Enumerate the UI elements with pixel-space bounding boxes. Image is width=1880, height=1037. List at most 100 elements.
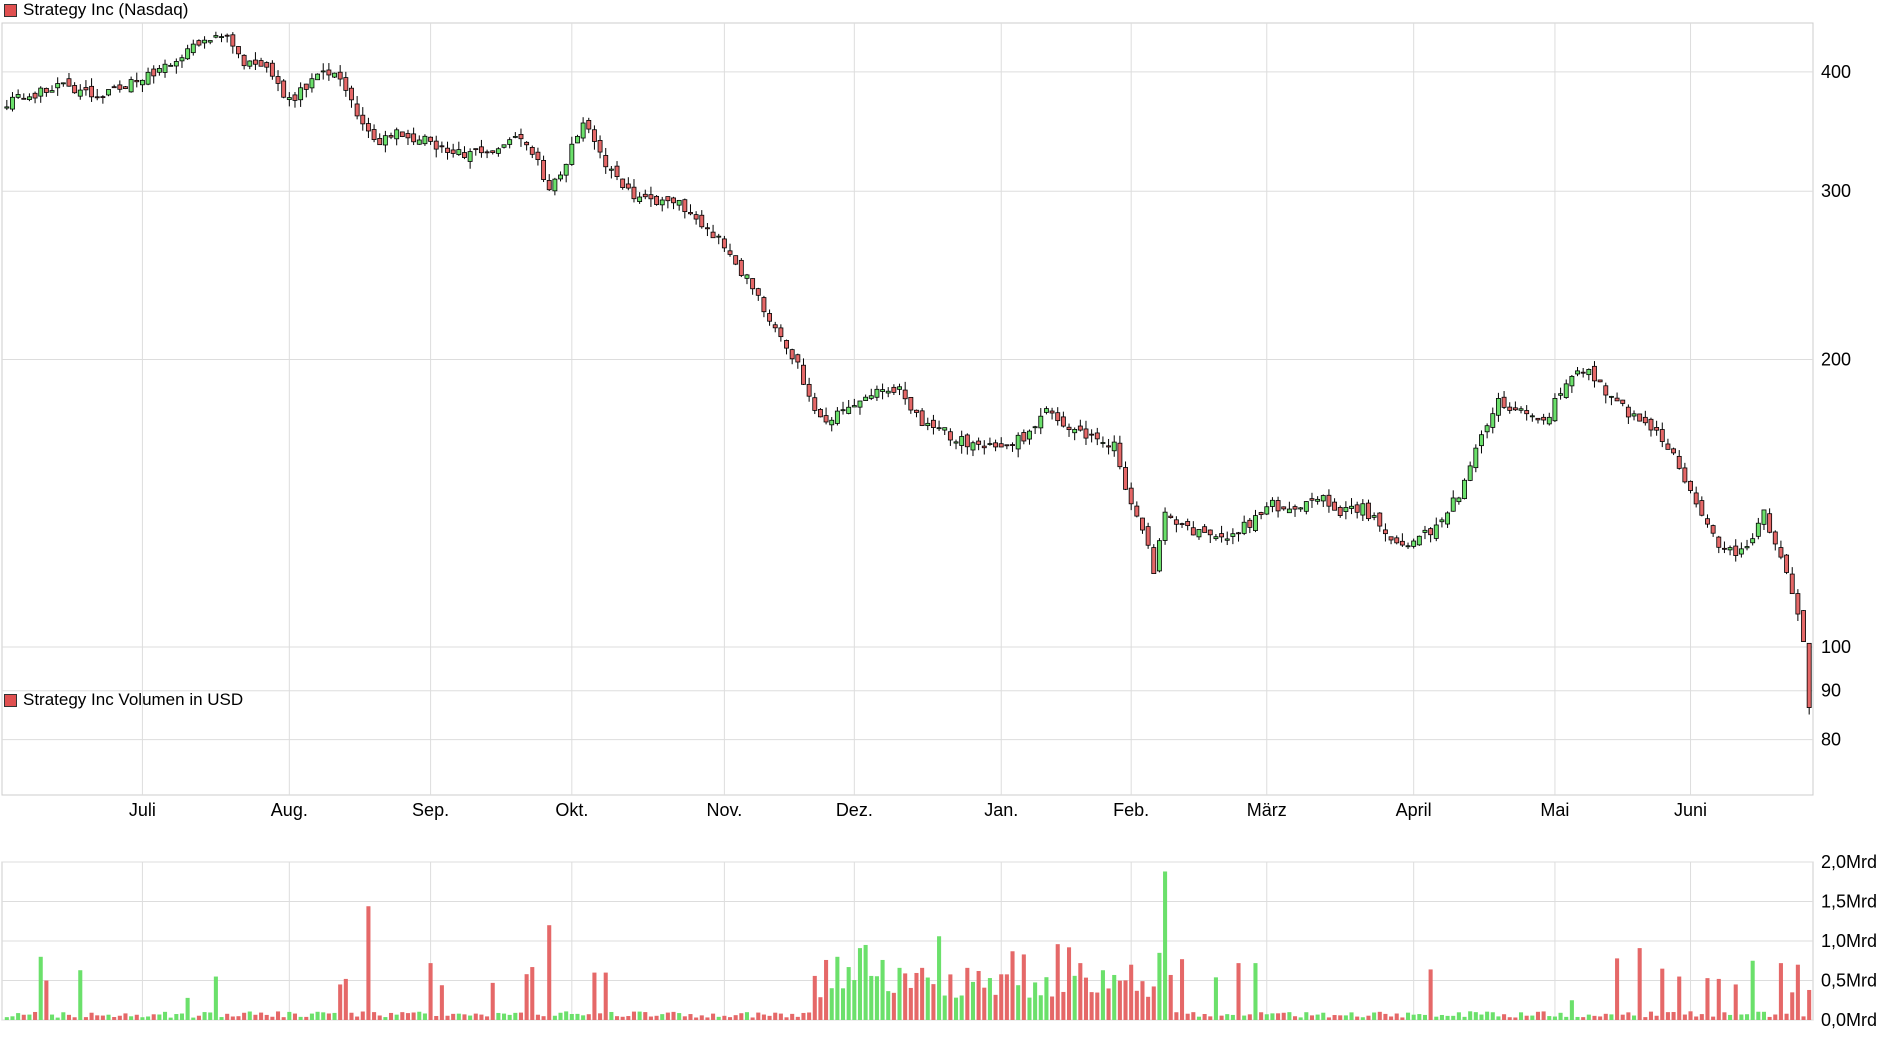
candle-body xyxy=(1529,415,1535,418)
month-tick-label: Okt. xyxy=(555,800,588,820)
volume-bar xyxy=(1445,1015,1450,1020)
candle-body xyxy=(1213,536,1219,540)
candle-body xyxy=(241,54,247,67)
candle-body xyxy=(1479,434,1484,447)
volume-bar xyxy=(112,1017,117,1020)
volume-bar xyxy=(1699,1014,1704,1020)
volume-bar xyxy=(1100,970,1105,1020)
volume-bar xyxy=(219,1017,224,1020)
volume-bar xyxy=(824,959,829,1020)
candle-body xyxy=(371,129,377,141)
volume-bar xyxy=(524,974,529,1020)
candle-body xyxy=(298,87,304,101)
candle-body xyxy=(60,82,66,85)
candle-body xyxy=(1281,506,1287,510)
candle-body xyxy=(1524,410,1530,415)
volume-bar xyxy=(852,980,857,1020)
candle-body xyxy=(1806,642,1812,708)
volume-bar xyxy=(95,1015,100,1020)
volume-bar xyxy=(360,1011,365,1020)
candle-body xyxy=(1207,529,1213,536)
candle-body xyxy=(1202,526,1208,533)
candle-body xyxy=(891,386,897,393)
candle-body xyxy=(281,80,287,98)
volume-bar xyxy=(1586,1014,1591,1020)
volume-bar xyxy=(1213,977,1218,1020)
volume-legend-swatch xyxy=(4,693,17,707)
candle-body xyxy=(117,84,123,90)
volume-bar xyxy=(479,1014,484,1020)
volume-bar xyxy=(688,1014,693,1020)
candle-body xyxy=(1721,547,1727,550)
candle-body xyxy=(1473,447,1479,469)
candle-body xyxy=(930,419,936,428)
candle-body xyxy=(89,85,95,98)
candle-body xyxy=(761,297,767,313)
candle-body xyxy=(648,194,654,200)
candle-body xyxy=(863,396,869,401)
candle-body xyxy=(518,133,524,140)
volume-bar xyxy=(1400,1017,1405,1020)
candle-body xyxy=(840,409,846,412)
volume-bar xyxy=(1315,1014,1320,1020)
volume-bars xyxy=(4,871,1812,1020)
candle-body xyxy=(1043,408,1049,413)
volume-bar xyxy=(1513,1017,1518,1020)
volume-tick-label: 0,0Mrd xyxy=(1821,1010,1877,1030)
volume-bar xyxy=(83,1017,88,1020)
candle-body xyxy=(1518,408,1524,411)
volume-tick-label: 0,5Mrd xyxy=(1821,971,1877,991)
volume-bar xyxy=(897,967,902,1020)
candle-body xyxy=(1716,536,1722,548)
volume-bar xyxy=(705,1017,710,1020)
candle-body xyxy=(405,133,411,139)
candles xyxy=(4,31,1812,715)
volume-bar xyxy=(942,995,947,1020)
volume-bar xyxy=(230,1016,235,1020)
candle-body xyxy=(1586,369,1592,376)
candle-body xyxy=(1614,397,1620,402)
month-tick-label: Aug. xyxy=(271,800,308,820)
candle-body xyxy=(1123,467,1128,490)
candle-body xyxy=(1179,523,1185,525)
candle-body xyxy=(1253,515,1258,531)
volume-bar xyxy=(937,936,942,1020)
volume-bar xyxy=(1326,1017,1331,1020)
candle-body xyxy=(478,146,484,154)
volume-bar xyxy=(270,1016,275,1020)
volume-bar xyxy=(4,1017,9,1020)
volume-bar xyxy=(338,984,343,1020)
volume-bar xyxy=(1473,1012,1478,1020)
candle-body xyxy=(83,87,89,91)
volume-bar xyxy=(1660,968,1665,1020)
candle-body xyxy=(134,79,140,83)
axis-labels: 400 300 200 100 90 80 Juli Aug. Sep. Okt. Nov. Dez.… xyxy=(129,62,1877,1030)
volume-bar xyxy=(773,1012,778,1020)
candle-body xyxy=(264,62,270,68)
candle-body xyxy=(812,397,818,411)
candle-body xyxy=(784,340,789,349)
candle-body xyxy=(1055,412,1061,422)
candle-body xyxy=(1778,547,1784,558)
month-tick-label: April xyxy=(1396,800,1432,820)
volume-bar xyxy=(332,1012,337,1020)
candle-body xyxy=(445,147,450,153)
candle-body xyxy=(1309,498,1315,501)
candle-body xyxy=(1693,492,1699,505)
candle-body xyxy=(620,178,626,188)
candle-body xyxy=(970,442,976,451)
volume-bar xyxy=(89,1012,94,1020)
candle-body xyxy=(495,148,501,154)
price-chart-legend: Strategy Inc (Nasdaq) xyxy=(4,0,188,19)
candle-body xyxy=(1275,500,1281,512)
volume-bar xyxy=(1694,1016,1699,1020)
candle-body xyxy=(382,135,388,146)
candle-body xyxy=(219,36,224,38)
candle-body xyxy=(10,96,15,110)
candle-body xyxy=(230,34,236,47)
volume-bar xyxy=(1016,985,1021,1020)
volume-bar xyxy=(807,1012,812,1020)
volume-bar xyxy=(1004,974,1009,1020)
month-tick-label: Feb. xyxy=(1113,800,1149,820)
candle-body xyxy=(32,92,38,99)
